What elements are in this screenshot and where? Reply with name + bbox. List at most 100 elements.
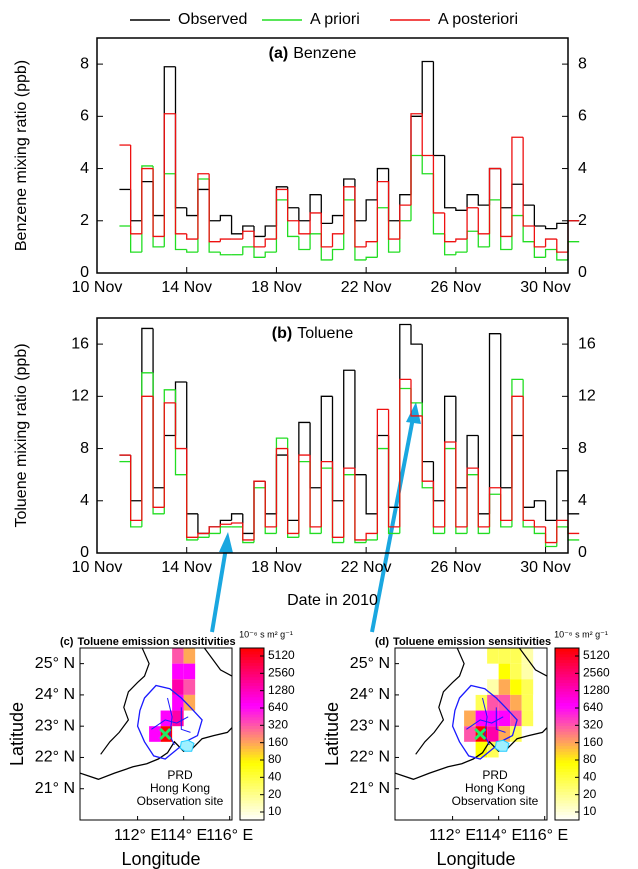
colorbar-slice [555,713,579,718]
map-area [80,648,232,780]
step-segment [556,470,568,521]
map-area [395,648,547,780]
sensitivity-cell [160,710,173,727]
panel-title: (c) Toluene emission sensitivities [60,636,236,648]
y-tick-label: 0 [578,264,587,281]
step-segment [219,238,232,242]
colorbar-tick-label: 40 [268,770,282,784]
sensitivity-cell [498,663,511,680]
colorbar-slice [240,797,264,801]
x-tick-label: 14 Nov [161,279,212,296]
colorbar-slice [555,751,579,755]
colorbar-tick-label: 20 [583,787,597,801]
colorbar-slice [240,777,264,781]
step-segment [331,248,344,260]
colorbar-slice [555,811,579,815]
sensitivity-cell [172,679,184,695]
colorbar-slice [555,754,579,758]
observation-site [159,727,172,741]
colorbar-slice [240,668,264,672]
colorbar-slice [555,648,579,652]
sensitivity-cell [172,694,184,711]
legend-label: Observed [178,11,247,28]
step-segment [286,448,299,535]
step-segment [343,467,355,538]
y-tick-label: 4 [80,160,89,177]
colorbar-slice [240,711,264,715]
colorbar-slice [555,688,579,692]
prd-district [167,697,175,746]
colorbar-slice [555,685,579,689]
y-tick-label: 22° N [350,749,390,766]
sensitivity-cell [183,648,196,664]
step-segment [354,186,367,248]
colorbar-slice [555,679,579,683]
colorbar-slice [555,779,579,784]
step-segment [477,194,490,206]
x-tick-label: 116° E [521,827,568,844]
x-tick-label: 30 Nov [520,559,571,576]
colorbar-slice [555,676,579,681]
colorbar-slice [240,794,264,798]
step-segment [421,415,434,482]
step-segment [455,207,468,211]
colorbar-slice [240,679,264,683]
colorbar-slice [240,742,264,747]
colorbar-slice [240,653,264,658]
colorbar-slice [555,745,579,749]
plot-frame [96,37,569,274]
sensitivity-cell [429,663,442,680]
colorbar-tick-label: 1280 [583,683,610,697]
colorbar-slice [240,791,264,795]
colorbar-slice [555,762,579,767]
step-segment [488,333,501,514]
colorbar-slice [555,728,579,732]
colorbar-slice [240,705,264,709]
step-segment [533,500,546,508]
step-segment [556,222,568,229]
step-segment [174,402,187,450]
colorbar-slice [555,668,579,672]
step-segment [466,194,479,211]
x-tick-label: 26 Nov [431,279,482,296]
colorbar-slice [555,693,579,698]
map-legend-label: Observation site [452,794,539,808]
step-segment [477,231,490,248]
colorbar-slice [555,719,579,724]
x-axis-label: Longitude [121,849,200,869]
arrow [210,547,228,633]
step-segment [533,226,546,248]
step-segment [230,513,243,521]
step-segment [264,251,277,258]
step-segment [365,199,378,221]
colorbar-tick-label: 5120 [583,648,610,662]
step-segment [544,248,557,258]
y-tick-label: 6 [578,108,587,125]
x-tick-label: 112° E [429,827,476,844]
colorbar-slice [240,808,264,812]
step-segment [309,194,322,221]
map-frame [79,647,233,821]
colorbar-slice [240,771,264,775]
colorbar-slice [555,768,579,772]
x-tick-label: 18 Nov [251,279,302,296]
colorbar-slice [240,802,264,807]
panel-title: (d) Toluene emission sensitivities [375,636,551,648]
colorbar-slice [240,782,264,787]
step-segment [129,226,142,253]
y-tick-label: 12 [71,388,89,405]
colorbar-slice [240,725,264,729]
sensitivity-cell [521,663,534,680]
step-segment [387,181,400,240]
colorbar-slice [240,736,264,741]
step-segment [432,155,445,214]
step-segment [365,256,378,260]
colorbar-slice [555,802,579,807]
colorbar-slice [555,702,579,706]
arrow [370,417,415,633]
map-legend-label: PRD [167,768,193,782]
step-segment [477,207,490,235]
sensitivity-cell [521,710,534,727]
map-legend-label: PRD [482,768,508,782]
